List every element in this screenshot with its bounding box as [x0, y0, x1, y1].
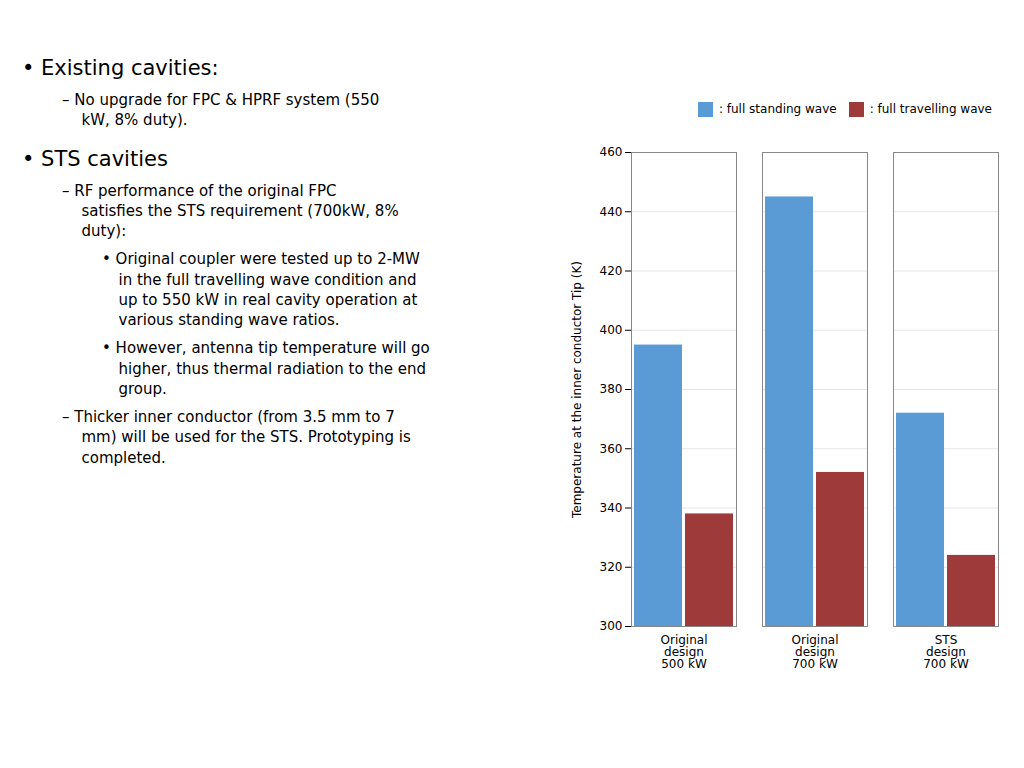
svg-text:400: 400 [600, 323, 623, 337]
svg-text:420: 420 [600, 263, 623, 277]
svg-text:300: 300 [600, 619, 623, 633]
svg-text:380: 380 [600, 382, 623, 396]
html-text:• Existing cavities:: • Existing cavities: [22, 56, 219, 80]
svg-text:320: 320 [600, 560, 623, 574]
html-text:• STS cavities: • STS cavities [22, 146, 168, 171]
svg-text:Originaldesign500 kW: Originaldesign500 kW [661, 633, 708, 671]
svg-text:340: 340 [600, 500, 623, 514]
svg-text:460: 460 [600, 145, 623, 159]
html-text:• Original coupler were tested: • Original coupler were tested up to 2-M… [102, 250, 420, 329]
svg-text:STSdesign700 kW: STSdesign700 kW [923, 633, 969, 671]
html-text:• However, antenna tip tempera: • However, antenna tip temperature will … [102, 339, 430, 398]
html-text:: full standing wave: : full standing wave [718, 102, 837, 116]
html-text:– RF performance of the origin: – RF performance of the original FPC sat… [62, 181, 399, 240]
svg-text:360: 360 [600, 441, 623, 455]
html-text:– Thicker inner conductor (fro: – Thicker inner conductor (from 3.5 mm t… [62, 408, 411, 467]
svg-text:Temperature at the inner condu: Temperature at the inner conductor Tip (… [570, 260, 584, 518]
html-text:: full travelling wave: : full travelling wave [869, 102, 992, 116]
svg-text:Originaldesign700 kW: Originaldesign700 kW [792, 633, 839, 671]
html-text:– No upgrade for FPC & HPRF sy: – No upgrade for FPC & HPRF system (550 … [62, 91, 380, 130]
svg-text:440: 440 [600, 204, 623, 218]
